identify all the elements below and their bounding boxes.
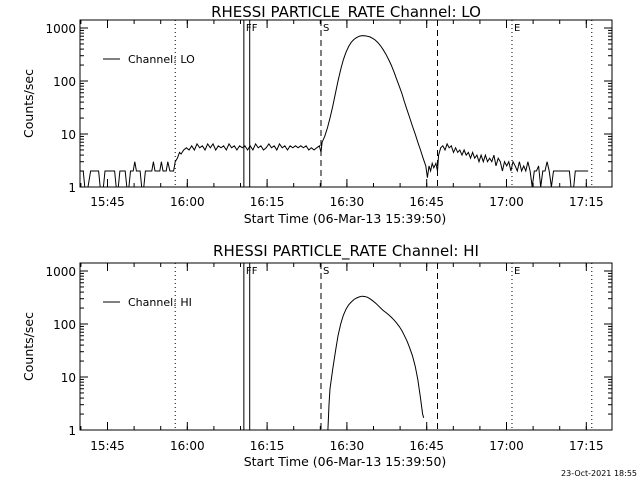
chart-hi: RHESSI PARTICLE_RATE Channel: HI Start Ti… — [21, 242, 613, 469]
x-tick-label: 15:45 — [90, 439, 125, 453]
x-tick-label: 16:30 — [330, 439, 365, 453]
legend-label: Channel: HI — [128, 296, 192, 309]
y-tick-label: 10 — [61, 371, 76, 385]
x-tick-label: 16:30 — [330, 195, 365, 209]
y-axis-label: Counts/sec — [21, 69, 36, 138]
footer-timestamp: 23-Oct-2021 18:55 — [561, 469, 637, 478]
chart-lo: RHESSI PARTICLE_RATE Channel: LO Start Ti… — [21, 3, 613, 226]
event-marker-label: E — [514, 266, 520, 277]
chart-title: RHESSI PARTICLE_RATE Channel: HI — [213, 242, 479, 261]
x-axis-label: Start Time (06-Mar-13 15:39:50) — [244, 211, 447, 226]
y-axis-label: Counts/sec — [21, 312, 36, 381]
x-tick-label: 16:45 — [409, 439, 444, 453]
series-line — [327, 295, 425, 431]
x-tick-label: 16:15 — [250, 439, 285, 453]
x-tick-label: 15:45 — [90, 195, 125, 209]
plot-frame — [79, 19, 613, 188]
x-tick-label: 16:15 — [250, 195, 285, 209]
y-tick-label: 1 — [68, 181, 76, 195]
x-tick-label: 17:15 — [569, 439, 604, 453]
y-tick-label: 1 — [68, 424, 76, 438]
y-tick-label: 1000 — [45, 265, 76, 279]
y-tick-label: 10 — [61, 128, 76, 142]
x-tick-label: 17:15 — [569, 195, 604, 209]
x-tick-label: 16:45 — [409, 195, 444, 209]
event-marker-label: S — [323, 266, 329, 277]
x-tick-label: 17:00 — [489, 439, 524, 453]
event-marker-label: F — [252, 266, 258, 277]
x-axis-label: Start Time (06-Mar-13 15:39:50) — [244, 454, 447, 469]
series-line — [80, 35, 589, 188]
event-marker-label: F — [252, 23, 258, 34]
legend-label: Channel: LO — [128, 53, 195, 66]
event-marker-label: F — [246, 266, 252, 277]
event-marker-label: S — [323, 23, 329, 34]
x-tick-label: 17:00 — [489, 195, 524, 209]
event-marker-label: F — [246, 23, 252, 34]
y-tick-label: 100 — [53, 75, 76, 89]
chart-title: RHESSI PARTICLE_RATE Channel: LO — [211, 3, 481, 22]
x-tick-label: 16:00 — [170, 195, 205, 209]
event-marker-label: E — [514, 23, 520, 34]
y-tick-label: 100 — [53, 318, 76, 332]
y-tick-label: 1000 — [45, 22, 76, 36]
plot-frame — [79, 262, 613, 431]
x-tick-label: 16:00 — [170, 439, 205, 453]
